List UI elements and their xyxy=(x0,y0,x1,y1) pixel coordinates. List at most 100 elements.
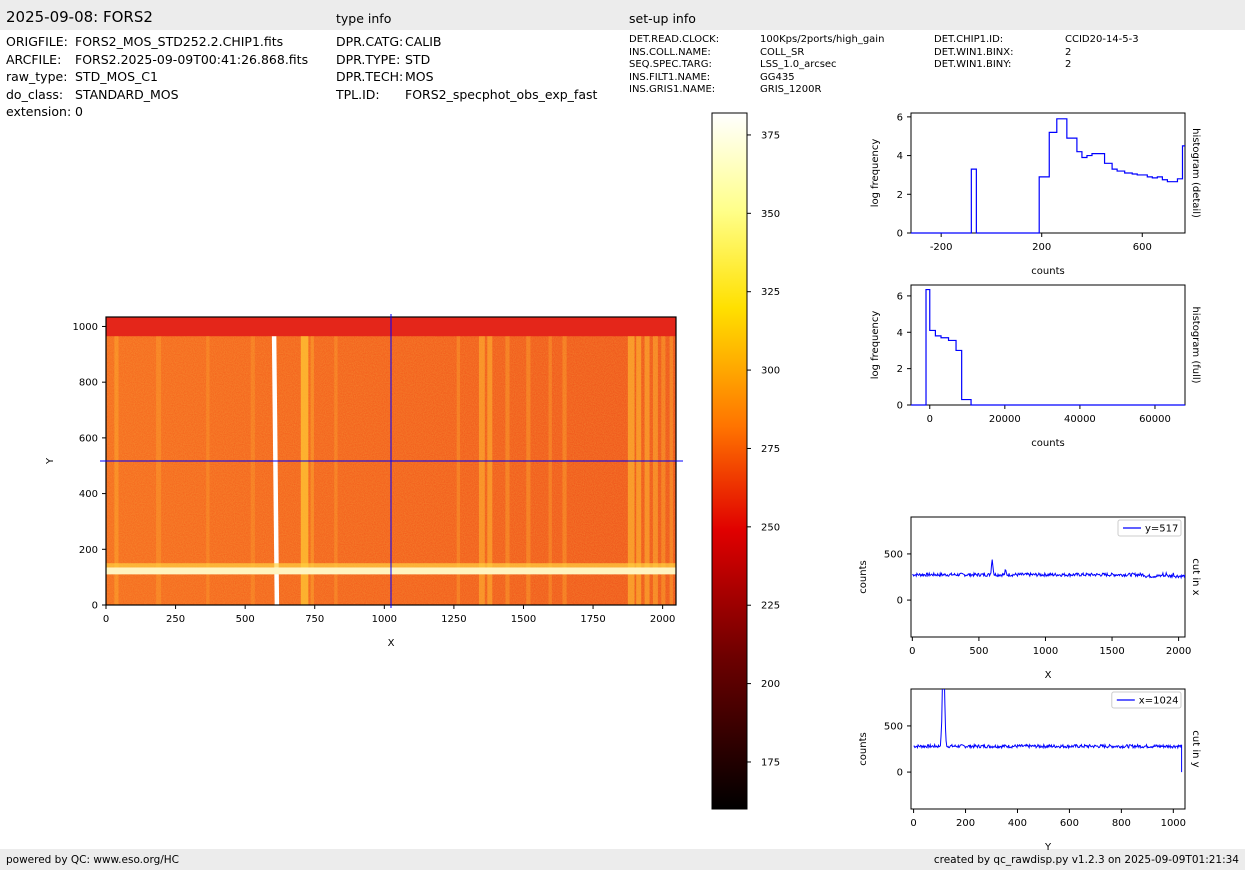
footer-bar xyxy=(0,849,1245,870)
colorbar-gradient xyxy=(711,112,748,810)
image-spectrum-trace xyxy=(271,336,280,605)
file-info-key: raw_type: xyxy=(6,69,68,84)
side-label: cut in x xyxy=(1190,558,1201,595)
setup-info-key: INS.FILT1.NAME: xyxy=(629,71,711,83)
y-tick-label: 4 xyxy=(897,151,903,162)
x-axis-label: X xyxy=(1045,670,1052,681)
image-stripe xyxy=(526,336,531,605)
type-info-value: FORS2_specphot_obs_exp_fast xyxy=(405,86,598,102)
x-tick-label: 1500 xyxy=(1099,646,1124,657)
y-tick-label: 200 xyxy=(79,545,98,556)
image-stripe xyxy=(548,336,552,605)
image-stripe xyxy=(636,336,642,605)
setup-info-row: DET.READ.CLOCK: 100Kps/2ports/high_gain xyxy=(629,34,929,47)
setup-info-value: 100Kps/2ports/high_gain xyxy=(760,34,885,45)
histogram-line xyxy=(911,118,1185,234)
x-tick-label: -200 xyxy=(930,242,953,253)
setup-info-key: DET.READ.CLOCK: xyxy=(629,34,720,45)
setup-info-row: INS.GRIS1.NAME: GRIS_1200R xyxy=(629,84,929,97)
y-tick-label: 0 xyxy=(92,601,98,612)
y-tick-label: 2 xyxy=(897,190,903,201)
x-tick-label: 200 xyxy=(956,818,975,829)
file-info-row: extension: 0 xyxy=(6,103,326,119)
file-info-row: ARCFILE: FORS2.2025-09-09T00:41:26.868.fi… xyxy=(6,51,326,69)
x-tick-label: 250 xyxy=(166,614,185,625)
x-tick-label: 400 xyxy=(1008,818,1027,829)
x-tick-label: 500 xyxy=(236,614,255,625)
histogram-line xyxy=(911,288,1185,406)
legend-text: x=1024 xyxy=(1139,696,1179,707)
image-stripe xyxy=(644,336,650,605)
type-info-row: TPL.ID: FORS2_specphot_obs_exp_fast xyxy=(336,86,616,104)
setup-info-key: DET.CHIP1.ID: xyxy=(934,34,1004,45)
y-tick-label: 600 xyxy=(79,433,98,444)
file-info-key: extension: xyxy=(6,104,72,119)
y-tick-label: 1000 xyxy=(73,322,98,333)
y-tick-label: 6 xyxy=(897,291,903,302)
x-axis-label: X xyxy=(388,638,395,649)
page-title: 2025-09-08: FORS2 xyxy=(6,8,153,26)
setup-info-key: DET.WIN1.BINX: xyxy=(934,46,1014,58)
setup-info-row: INS.FILT1.NAME: GG435 xyxy=(629,72,929,85)
image-stripe xyxy=(156,336,162,605)
setup-info-row: DET.WIN1.BINY: 2 xyxy=(934,59,1234,72)
x-axis-label: counts xyxy=(1031,266,1064,277)
image-stripe xyxy=(250,336,255,605)
colorbar-tick-label: 225 xyxy=(761,601,780,612)
image-stripe xyxy=(478,336,485,605)
type-info-value: MOS xyxy=(405,69,434,84)
side-label: histogram (detail) xyxy=(1190,128,1201,218)
x-tick-label: 200 xyxy=(1032,242,1051,253)
image-stripe xyxy=(310,336,314,605)
setup-info-value: 2 xyxy=(1065,59,1072,71)
x-tick-label: 0 xyxy=(910,818,916,829)
image-stripe xyxy=(334,336,338,605)
y-tick-label: 2 xyxy=(897,364,903,375)
image-stripe xyxy=(669,336,673,605)
file-info-key: do_class: xyxy=(6,86,64,102)
image-stripe xyxy=(627,336,635,605)
setup-info-key: INS.COLL.NAME: xyxy=(629,46,711,58)
setup-info-value: LSS_1.0_arcsec xyxy=(760,59,837,71)
type-info-key: TPL.ID: xyxy=(336,86,380,102)
x-tick-label: 1000 xyxy=(372,614,397,625)
y-axis-label: log frequency xyxy=(870,139,881,208)
y-tick-label: 500 xyxy=(884,721,903,732)
image-stripe xyxy=(652,336,658,605)
y-axis-label: log frequency xyxy=(870,311,881,380)
type-info-key: DPR.TECH: xyxy=(336,69,404,84)
colorbar-tick-label: 200 xyxy=(761,679,780,690)
y-axis-label: Y xyxy=(45,457,56,465)
file-info-block: ORIGFILE: FORS2_MOS_STD252.2.CHIP1.fits A… xyxy=(6,33,326,119)
file-info-value: STANDARD_MOS xyxy=(75,86,179,102)
side-label: cut in y xyxy=(1190,730,1201,767)
legend-text: y=517 xyxy=(1145,524,1178,535)
y-tick-label: 0 xyxy=(897,229,903,240)
x-tick-label: 0 xyxy=(103,614,109,625)
file-info-key: ORIGFILE: xyxy=(6,34,68,49)
colorbar-tick-label: 375 xyxy=(761,130,780,141)
type-info-row: DPR.TECH: MOS xyxy=(336,68,616,86)
panel-frame xyxy=(910,284,1186,406)
colorbar-tick-label: 325 xyxy=(761,287,780,298)
x-tick-label: 0 xyxy=(927,414,933,425)
type-info-key: DPR.CATG: xyxy=(336,34,404,49)
file-info-value: 0 xyxy=(75,104,83,119)
x-tick-label: 20000 xyxy=(989,414,1021,425)
file-info-row: ORIGFILE: FORS2_MOS_STD252.2.CHIP1.fits xyxy=(6,33,326,51)
setup-info-value: 2 xyxy=(1065,46,1072,58)
x-tick-label: 800 xyxy=(1112,818,1131,829)
y-tick-label: 800 xyxy=(79,378,98,389)
file-info-value: FORS2.2025-09-09T00:41:26.868.fits xyxy=(75,51,309,67)
colorbar-tick-label: 350 xyxy=(761,209,780,220)
image-stripe xyxy=(505,336,510,605)
x-tick-label: 0 xyxy=(909,646,915,657)
type-info-value: CALIB xyxy=(405,34,442,49)
setup-info-col2: DET.CHIP1.ID: CCID20-14-5-3 DET.WIN1.BINX… xyxy=(934,34,1234,72)
setup-info-key: DET.WIN1.BINY: xyxy=(934,59,1012,71)
y-axis-label: counts xyxy=(858,732,869,765)
